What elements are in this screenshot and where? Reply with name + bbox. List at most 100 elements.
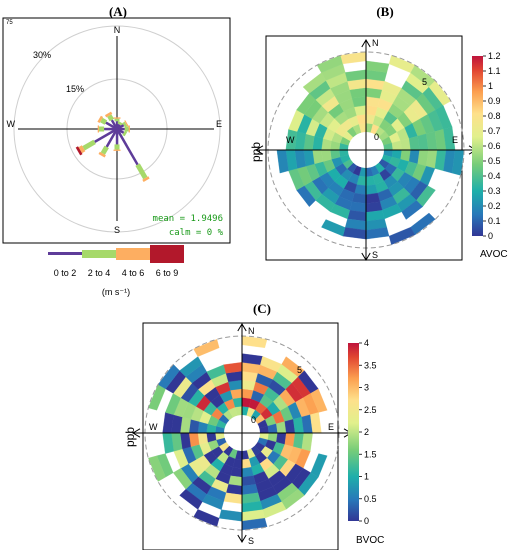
petal-150-bin-0: [115, 128, 139, 166]
cell-r2-s23: [354, 105, 367, 116]
dir-east-label: E: [216, 119, 222, 129]
cell-r8-s10: [388, 227, 416, 245]
panel-c-r5: 5: [297, 365, 302, 375]
petal-180-bin-1: [114, 144, 120, 150]
wind-rose-panel: (A) 75 N S E W 30% 15% mean = 1.9496 cal…: [2, 4, 231, 244]
cell-r8-s19: [148, 384, 166, 411]
panel-b-dir-n: N: [372, 38, 379, 48]
bvoc-colorbar-ticks: 4 3.5 3 2.5 2 1.5 1 0.5 0: [359, 338, 377, 526]
arrow-s: [361, 252, 371, 261]
cbar-tick-label: 0: [488, 231, 493, 241]
petal-60-bin-2: [124, 120, 129, 127]
cell-r8-s1: [388, 55, 416, 73]
cbar-tick-label: 3.5: [364, 360, 377, 370]
cell-r2-s11: [365, 184, 378, 195]
petal-0-bin-1: [114, 118, 120, 122]
petal-240-bin-3: [75, 146, 83, 156]
cell-r7-s12: [219, 509, 243, 522]
legend-label-0-2: 0 to 2: [54, 268, 77, 278]
cbar-tick-label: 0.7: [488, 126, 501, 136]
cbar-tick-label: 1.5: [364, 449, 377, 459]
avoc-cells: [276, 51, 465, 245]
cbar-tick-label: 3: [364, 383, 369, 393]
cbar-tick-label: 1.1: [488, 66, 501, 76]
cell-r8-s23: [340, 51, 367, 65]
panel-b-frame: [265, 35, 463, 261]
cell-r6-s9: [401, 200, 423, 220]
cbar-tick-label: 2.5: [364, 405, 377, 415]
petal-150-bin-1: [135, 163, 148, 180]
petal-90-bin-2: [128, 125, 130, 133]
cell-r8-s22: [193, 339, 220, 357]
cbar-tick-label: 4: [364, 338, 369, 348]
corner-tag: 75: [6, 20, 13, 26]
bvoc-axes: [132, 323, 352, 543]
petal-210-bin-2: [98, 151, 106, 158]
avoc-colorbar-label: AVOC: [480, 249, 508, 260]
cbar-tick-label: 0.3: [488, 186, 501, 196]
cbar-tick-label: 0.2: [488, 201, 501, 211]
petal-60-bin-1: [122, 121, 128, 128]
petal-330-bin-0: [110, 119, 119, 130]
ring-label-15: 15%: [66, 84, 84, 94]
petal-180-bin-0: [115, 129, 119, 145]
petal-180-bin-2: [113, 149, 121, 151]
cbar-tick-label: 1: [364, 472, 369, 482]
avoc-colorbar-ticks: 1.2 1.1 1 0.9 0.8 0.7 0.6 0.5 0.4 0.3 0.2 0.1 0: [483, 51, 501, 241]
ring-label-30: 30%: [33, 50, 51, 60]
petal-240-bin-2: [78, 145, 86, 154]
petal-270-bin-2: [97, 125, 99, 133]
wind-speed-legend: 0 to 2 2 to 4 4 to 6 6 to 9 (m s⁻¹): [48, 245, 184, 297]
panel-c-frame: [142, 322, 339, 550]
petal-300-bin-0: [105, 121, 118, 131]
legend-swatch-4-6: [116, 248, 150, 260]
petal-330-bin-2: [105, 111, 113, 118]
mean-stat: mean = 1.9496: [153, 214, 223, 224]
cell-r7-s14: [179, 489, 203, 510]
panel-c-dir-n: N: [248, 326, 255, 336]
petal-240-bin-1: [82, 139, 96, 151]
bvoc-colorbar: [348, 343, 359, 521]
cell-r7-s4: [310, 388, 328, 413]
cbar-tick-label: 0.8: [488, 111, 501, 121]
cbar-tick-label: 0.9: [488, 96, 501, 106]
petal-210-bin-0: [105, 128, 119, 148]
cell-r5-s23: [223, 362, 243, 374]
cbar-tick-label: 0.5: [364, 494, 377, 504]
arrow-s: [237, 534, 247, 543]
legend-label-2-4: 2 to 4: [88, 268, 111, 278]
cbar-tick-label: 0.4: [488, 171, 501, 181]
petal-0-bin-2: [113, 117, 121, 119]
cell-r8-s0: [241, 335, 268, 348]
cbar-tick-label: 1: [488, 81, 493, 91]
petal-90-bin-1: [124, 126, 129, 132]
cell-r2-s17: [321, 149, 332, 162]
panel-c-dir-w: W: [149, 422, 158, 432]
legend-swatch-6-9: [150, 245, 184, 263]
cbar-tick-label: 0.5: [488, 156, 501, 166]
panel-b-label: (B): [376, 4, 393, 19]
petal-150-bin-2: [142, 176, 150, 182]
petal-300-bin-1: [100, 117, 108, 125]
dir-north-label: N: [114, 25, 121, 35]
legend-label-6-9: 6 to 9: [156, 268, 179, 278]
petal-330-bin-1: [107, 114, 114, 122]
cell-r7-s13: [321, 219, 346, 237]
panel-a-frame: [2, 17, 231, 244]
panel-c-dir-s: S: [248, 536, 254, 546]
panel-c-ylabel: ppb: [123, 427, 137, 447]
cell-r2-s5: [400, 138, 411, 151]
panel-b-dir-e: E: [452, 135, 458, 145]
petal-270-bin-1: [99, 126, 105, 132]
bvoc-polar-panel: (C) ppb N S E W 0 5 4 3.5 3 2.5 2 1.5 1 0.5 0 BV…: [123, 301, 384, 550]
panel-a-label: (A): [109, 4, 127, 19]
petal-120-bin-1: [122, 130, 128, 137]
cell-r8-s13: [193, 509, 220, 527]
cell-r5-s6: [301, 432, 313, 452]
panel-b-dir-w: W: [286, 135, 295, 145]
wind-rose-petals: [75, 111, 150, 182]
cbar-tick-label: 0: [364, 516, 369, 526]
petal-210-bin-1: [100, 145, 109, 155]
panel-c-r0: 0: [251, 415, 256, 425]
